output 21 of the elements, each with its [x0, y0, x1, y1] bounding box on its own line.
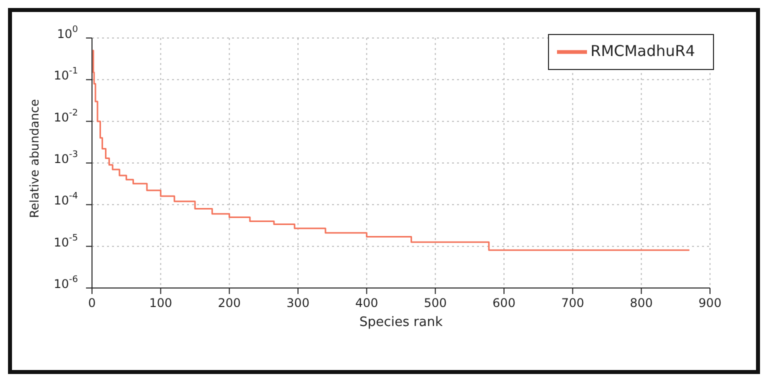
x-axis-title: Species rank [359, 315, 444, 330]
y-tick-label: 10$^{-4}$ [54, 192, 78, 208]
y-tick-label: 10$^{-3}$ [54, 150, 78, 166]
y-axis-title: Relative abundance [27, 99, 42, 218]
x-tick-label: 200 [218, 296, 241, 310]
x-tick-label: 400 [355, 296, 378, 310]
x-tick-label: 300 [286, 296, 310, 310]
x-tick-label: 100 [149, 296, 172, 310]
x-tick-label: 600 [492, 296, 516, 310]
x-tick-label: 900 [698, 296, 722, 310]
legend-label: RMCMadhuR4 [590, 42, 695, 60]
x-tick-label: 700 [561, 296, 584, 310]
x-tick-label: 500 [424, 296, 447, 310]
y-tick-label: 10$^{0}$ [56, 25, 78, 42]
x-tick-label: 800 [630, 296, 653, 310]
x-tick-label: 0 [88, 296, 96, 310]
y-tick-label: 10$^{-5}$ [54, 234, 78, 250]
frame-border: RMCMadhuR4 0 100 200 300 400 500 600 700 800 900 Species rank 10$^{-6}$ 10$^{-5}$ 10$^{-4}$ 10$^{-3}$ 10$^{-2}$ 10$^{-1}$ 10$^{0}$ Relative abundance [8, 8, 760, 374]
y-tick-label: 10$^{-1}$ [54, 67, 78, 83]
y-tick-label: 10$^{-2}$ [54, 108, 78, 125]
y-tick-label: 10$^{-6}$ [54, 275, 78, 292]
